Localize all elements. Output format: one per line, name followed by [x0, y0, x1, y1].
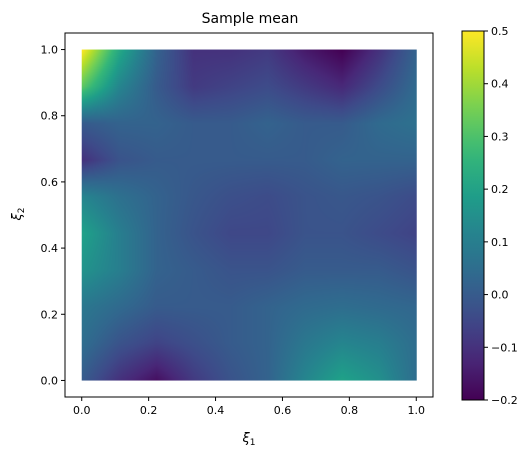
colorbar-tick-label: 0.1: [491, 236, 509, 249]
y-axis-ticks: 0.0 0.2 0.4 0.6 0.8 1.0: [41, 44, 65, 387]
x-axis-label: ξ1: [242, 431, 256, 448]
colorbar-gradient: [462, 31, 484, 400]
plot-area: [64, 32, 434, 398]
y-tick-label: 0.8: [41, 110, 59, 123]
x-tick-label: 0.0: [73, 404, 91, 417]
x-tick-label: 1.0: [408, 404, 426, 417]
colorbar-tick-label: −0.2: [491, 394, 518, 407]
colorbar-ticks: −0.2 −0.1 0.0 0.1 0.2 0.3 0.4 0.5: [484, 25, 518, 407]
y-tick-label: 1.0: [41, 44, 59, 57]
heatmap-image: [81, 49, 417, 381]
y-axis-label: ξ2: [10, 208, 27, 222]
chart-title: Sample mean: [202, 11, 299, 27]
y-tick-label: 0.4: [41, 242, 59, 255]
x-axis-label-subscript: 1: [250, 438, 256, 448]
colorbar-tick-label: −0.1: [491, 341, 518, 354]
x-axis-ticks: 0.0 0.2 0.4 0.6 0.8 1.0: [73, 397, 425, 417]
colorbar-tick-label: 0.4: [491, 78, 509, 91]
y-axis-label-subscript: 2: [17, 208, 27, 214]
y-tick-label: 0.6: [41, 176, 59, 189]
y-tick-label: 0.2: [41, 308, 59, 321]
colorbar: −0.2 −0.1 0.0 0.1 0.2 0.3 0.4 0.5: [461, 25, 518, 407]
plot-frame: [64, 32, 434, 398]
x-axis-label-main: ξ: [242, 431, 251, 446]
colorbar-frame: [461, 30, 485, 401]
x-tick-label: 0.8: [341, 404, 359, 417]
colorbar-tick-label: 0.2: [491, 183, 509, 196]
x-tick-label: 0.4: [207, 404, 225, 417]
x-tick-label: 0.2: [140, 404, 158, 417]
colorbar-tick-label: 0.0: [491, 289, 509, 302]
x-tick-label: 0.6: [274, 404, 292, 417]
colorbar-tick-label: 0.3: [491, 130, 509, 143]
chart-title-group: Sample mean: [202, 11, 299, 27]
y-axis-label-main: ξ: [10, 212, 25, 221]
colorbar-tick-label: 0.5: [491, 25, 509, 38]
y-tick-label: 0.0: [41, 374, 59, 387]
